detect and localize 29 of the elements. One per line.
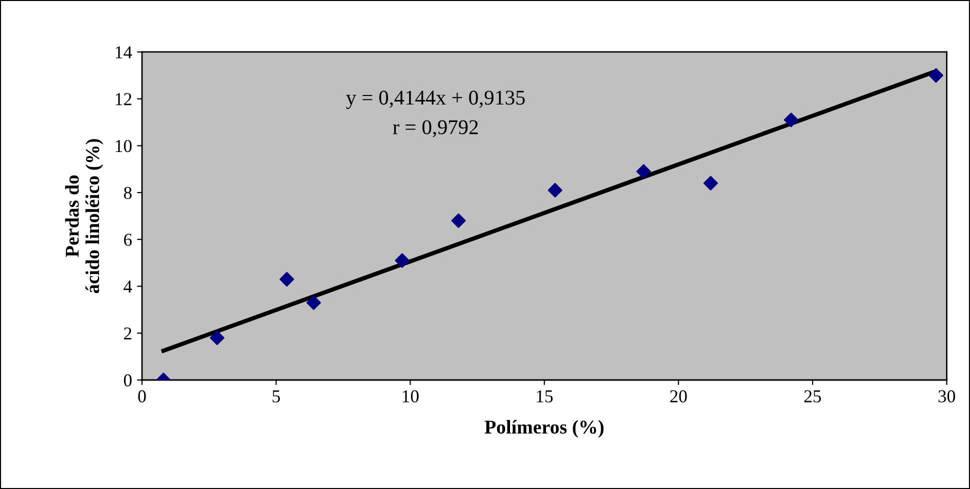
- annotation: r = 0,9792: [392, 120, 478, 138]
- x-tick-label: 0: [138, 390, 146, 402]
- y-tick-label: 4: [124, 280, 132, 293]
- point: [548, 182, 562, 198]
- x-tick-label: 15: [536, 390, 553, 402]
- y-tick-label: 6: [124, 234, 132, 246]
- x-tick-label: 20: [670, 390, 687, 402]
- y-tick-label: 8: [124, 186, 132, 200]
- y-tick-label: 12: [116, 93, 132, 106]
- x-tick-label: 5: [272, 390, 280, 402]
- y-tick-label: 2: [124, 327, 132, 340]
- point: [703, 176, 718, 190]
- y-axis-title: Perdas do ácido linoléico (%): [65, 139, 104, 294]
- x-tick-label: 25: [804, 390, 821, 402]
- point: [636, 164, 651, 179]
- x-tick-label: 30: [938, 390, 956, 402]
- point: [280, 272, 294, 287]
- annotation: y = 0,4144x + 0,9135: [346, 90, 525, 109]
- point: [784, 112, 798, 128]
- x-axis-title: Polímeros (%): [484, 420, 604, 438]
- y-tick-label: 14: [116, 46, 132, 58]
- y-tick-label: 10: [116, 140, 132, 152]
- point: [210, 330, 224, 346]
- point: [451, 213, 466, 228]
- point: [928, 68, 944, 83]
- y-tick-label: 0: [124, 374, 132, 386]
- point: [306, 295, 321, 310]
- point: [394, 253, 410, 268]
- x-tick-label: 10: [402, 390, 419, 402]
